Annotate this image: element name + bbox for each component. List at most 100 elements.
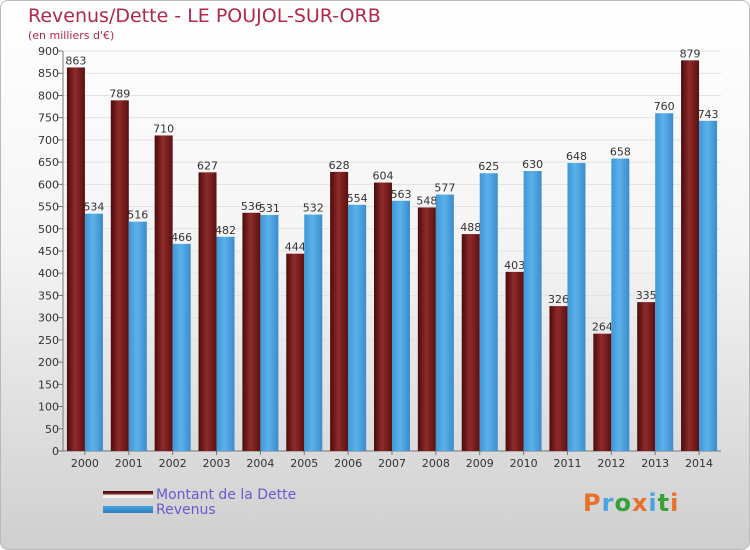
data-label-revenus: 466 [171,231,192,244]
x-tick-label: 2007 [378,457,406,470]
x-tick-label: 2003 [203,457,231,470]
y-tick-label: 200 [38,356,59,369]
data-label-revenus: 482 [215,224,236,237]
bar-revenus [260,215,279,451]
x-tick-label: 2000 [71,457,99,470]
logo-letter: P [583,489,602,517]
y-tick-label: 600 [38,178,59,191]
bar-dette [681,60,700,451]
x-tick-label: 2012 [597,457,625,470]
legend-swatch-revenus [103,506,153,513]
data-label-dette: 264 [592,321,613,334]
x-tick-label: 2005 [290,457,318,470]
x-tick-label: 2014 [685,457,713,470]
legend-item-dette: Montant de la Dette [103,487,296,503]
bar-dette [330,171,349,451]
data-label-dette: 536 [241,200,262,213]
bar-revenus [216,236,235,451]
data-label-dette: 326 [548,293,569,306]
y-tick-label: 0 [52,445,59,458]
data-label-dette: 604 [373,170,394,183]
bar-revenus [304,214,323,451]
bar-revenus [611,158,630,452]
chart-title: Revenus/Dette - LE POUJOL-SUR-ORB [28,5,381,27]
x-tick-label: 2010 [510,457,538,470]
logo-letter: x [631,489,649,517]
logo-letter: t [657,489,671,517]
x-tick-label: 2011 [553,457,581,470]
y-tick-label: 100 [38,401,59,414]
bar-revenus [172,243,191,451]
data-label-revenus: 554 [347,192,368,205]
bar-dette [549,306,568,451]
data-label-revenus: 516 [127,209,148,222]
logo-letter: o [614,489,632,517]
bar-revenus [479,173,498,451]
bar-dette [242,212,261,451]
data-label-revenus: 760 [654,100,675,113]
data-label-dette: 789 [109,87,130,100]
chart-subtitle: (en milliers d'€) [28,29,115,42]
bar-revenus [84,213,103,451]
bar-revenus [348,204,367,451]
logo-letter: r [601,489,615,517]
y-tick-label: 650 [38,156,59,169]
y-tick-label: 450 [38,245,59,258]
proxiti-logo: Proxiti [583,489,679,517]
bar-dette [154,135,173,451]
y-tick-label: 550 [38,201,59,214]
y-tick-label: 850 [38,67,59,80]
y-tick-label: 900 [38,45,59,58]
bar-dette [198,172,217,452]
data-label-dette: 335 [636,289,657,302]
y-tick-label: 150 [38,378,59,391]
y-tick-label: 400 [38,267,59,280]
x-tick-label: 2002 [159,457,187,470]
x-tick-label: 2009 [466,457,494,470]
legend-item-revenus: Revenus [103,501,296,518]
bar-dette [593,333,612,451]
x-tick-label: 2001 [115,457,143,470]
data-label-revenus: 625 [478,160,499,173]
data-label-dette: 628 [329,159,350,172]
bar-dette [461,234,480,451]
bar-dette [110,100,129,451]
y-tick-label: 250 [38,334,59,347]
data-label-dette: 710 [153,122,174,135]
bar-revenus [435,194,454,452]
bar-dette [66,67,85,451]
data-label-revenus: 532 [303,202,324,215]
bar-dette [637,302,656,451]
bar-dette [505,271,524,451]
x-tick-label: 2008 [422,457,450,470]
bar-dette [374,182,392,452]
y-tick-label: 300 [38,312,59,325]
data-label-revenus: 563 [391,188,412,201]
x-tick-label: 2013 [641,457,669,470]
data-label-revenus: 630 [522,158,543,171]
data-label-revenus: 577 [434,182,455,195]
bar-revenus [392,200,410,451]
logo-letter: i [648,489,658,517]
y-tick-label: 350 [38,289,59,302]
y-tick-label: 500 [38,223,59,236]
data-label-dette: 627 [197,159,218,172]
bar-revenus [655,113,674,451]
logo-letter: i [670,489,680,517]
y-tick-label: 800 [38,89,59,102]
legend-label-revenus: Revenus [156,501,216,518]
bar-revenus [523,171,542,451]
data-label-revenus: 531 [259,202,280,215]
data-label-revenus: 648 [566,150,587,163]
x-tick-label: 2004 [246,457,274,470]
data-label-dette: 444 [285,241,306,254]
y-tick-label: 50 [45,423,59,436]
x-tick-label: 2006 [334,457,362,470]
data-label-revenus: 534 [83,201,104,214]
bar-revenus [567,163,586,451]
legend-swatch-dette [103,491,153,498]
bar-dette [286,253,305,451]
data-label-dette: 548 [416,194,437,207]
